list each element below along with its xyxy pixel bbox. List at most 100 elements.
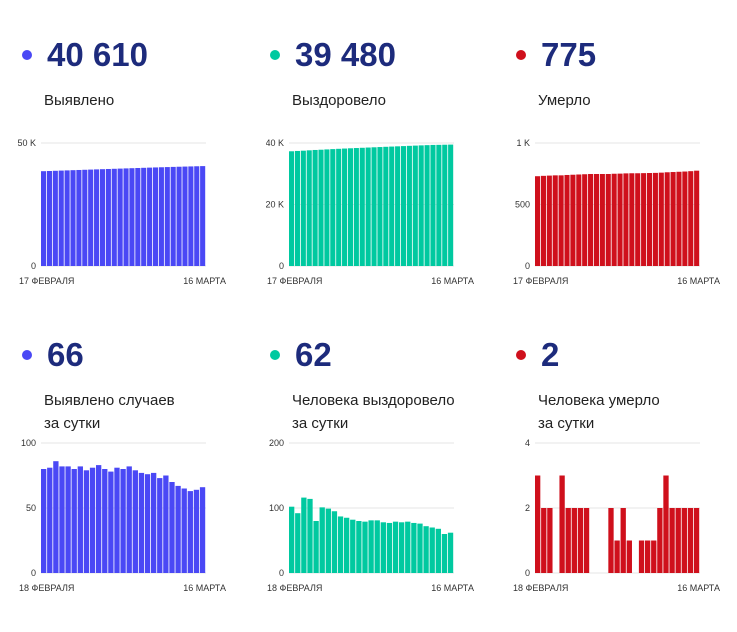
bar [170,166,176,266]
bar [301,497,307,573]
bar [77,466,83,573]
bar [582,174,588,266]
bar [365,147,371,266]
bar [611,173,617,266]
legend-dot-icon [270,50,280,60]
bar [132,470,138,573]
y-tick-label: 0 [31,568,36,578]
bar [176,166,182,266]
bar [399,522,405,573]
bar [423,526,429,573]
bar [141,167,147,266]
bar [395,146,401,266]
bar [312,149,318,266]
bar [546,175,552,266]
bar [418,145,424,266]
bar [547,508,553,573]
y-tick-label: 0 [31,261,36,271]
bar [651,540,657,573]
stat-label-line2: за сутки [292,415,349,432]
bar-chart: 0 100 200 18 ФЕВРАЛЯ 16 МАРТА [267,438,474,591]
bar [313,521,319,573]
y-tick-label: 0 [279,261,284,271]
stat-label-line1: Выздоровело [292,92,387,109]
y-tick-label: 1 K [516,138,530,148]
bar [53,461,59,573]
y-tick-label: 200 [269,438,284,448]
bar [645,540,651,573]
cases-daily-card: 66 Выявлено случаев за сутки 0 50 100 18 ФЕВР… [18,335,253,591]
y-tick-label: 50 K [18,138,36,148]
stat-header: 62 [266,335,501,375]
y-tick-label: 100 [21,438,36,448]
bar [102,469,108,573]
bar [182,166,188,266]
bar [325,508,331,573]
y-tick-label: 0 [525,568,530,578]
bar [436,144,442,266]
bar [337,516,344,573]
bar [448,144,454,266]
bar-chart: 0 2 4 18 ФЕВРАЛЯ 16 МАРТА [513,438,720,591]
bar [359,147,365,266]
bar [138,472,145,573]
bar [99,169,106,266]
bar [688,171,694,266]
bar-chart: 0 50 100 18 ФЕВРАЛЯ 16 МАРТА [19,438,226,591]
bar [669,508,675,573]
bar [383,146,389,266]
bar [108,471,114,573]
x-end-label: 16 МАРТА [677,276,720,286]
stat-label: Человека умерло за сутки [538,389,737,439]
bar [663,475,669,573]
bar [294,150,300,266]
bar [135,168,141,266]
bar [576,174,582,266]
stat-label: Выявлено случаев за сутки [44,389,253,439]
bar [429,527,435,573]
y-tick-label: 20 K [266,200,284,210]
bar [157,478,163,573]
bar [681,508,687,573]
bar [441,534,448,573]
bar [151,472,157,573]
bar [65,466,71,573]
stat-header: 40 610 [18,35,253,75]
bar [626,540,632,573]
bar [406,145,412,266]
stat-label: Выздоровело [292,89,501,139]
stat-label: Человека выздоровело за сутки [292,389,501,439]
stat-label-line1: Человека умерло [538,392,660,409]
bar [52,170,58,266]
bar [126,466,132,573]
bar [565,508,571,573]
bar [623,173,629,266]
bar [570,174,576,266]
bar [577,508,584,573]
recovered-total-card: 39 480 Выздоровело 0 20 K 40 K 17 ФЕВРАЛЯ 16 … [266,35,501,291]
bar [682,171,688,266]
stat-header: 2 [512,335,737,375]
stat-header: 39 480 [266,35,501,75]
bar [117,168,123,266]
bar [41,469,47,573]
stat-label-line1: Умерло [538,92,591,109]
x-start-label: 17 ФЕВРАЛЯ [267,276,322,286]
bar [331,511,338,573]
legend-dot-icon [516,50,526,60]
x-start-label: 18 ФЕВРАЛЯ [267,583,322,591]
x-start-label: 17 ФЕВРАЛЯ [513,276,568,286]
y-tick-label: 4 [525,438,530,448]
bar [380,522,386,573]
bar [411,522,417,573]
bar [658,172,664,266]
stat-label-line1: Выявлено случаев [44,392,175,409]
y-tick-label: 100 [269,503,284,513]
bar [652,172,658,266]
bar [400,146,407,266]
bar [356,521,362,573]
bar [599,173,605,266]
legend-dot-icon [22,50,32,60]
bar [193,489,200,573]
stat-value: 66 [47,336,84,373]
